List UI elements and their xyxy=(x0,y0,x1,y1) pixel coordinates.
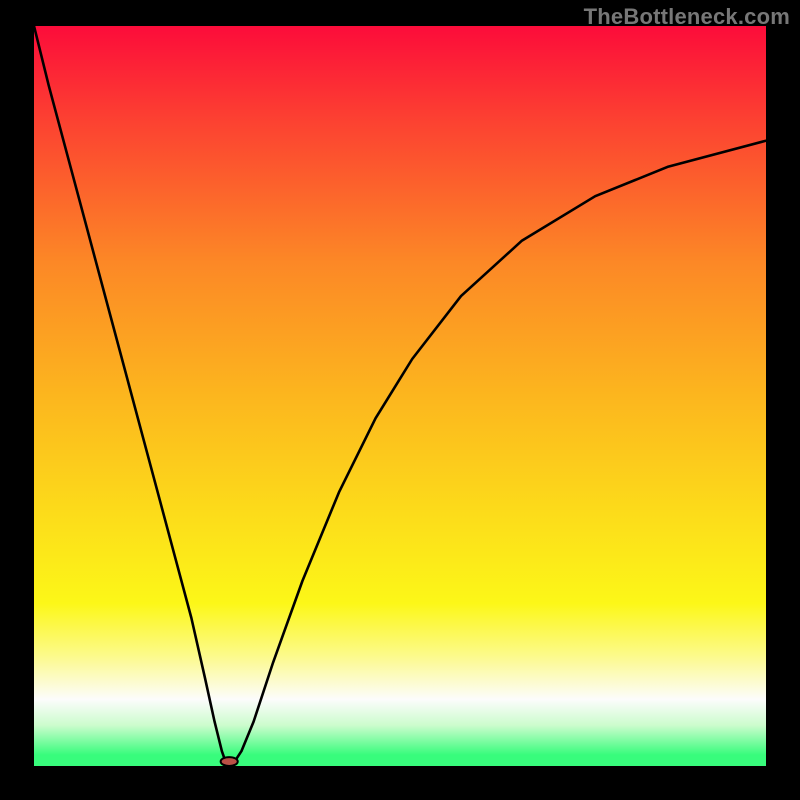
plot-background xyxy=(34,26,766,766)
minimum-marker xyxy=(221,757,238,766)
watermark-text: TheBottleneck.com xyxy=(584,4,790,30)
bottleneck-curve-chart xyxy=(0,0,800,800)
chart-stage: TheBottleneck.com xyxy=(0,0,800,800)
